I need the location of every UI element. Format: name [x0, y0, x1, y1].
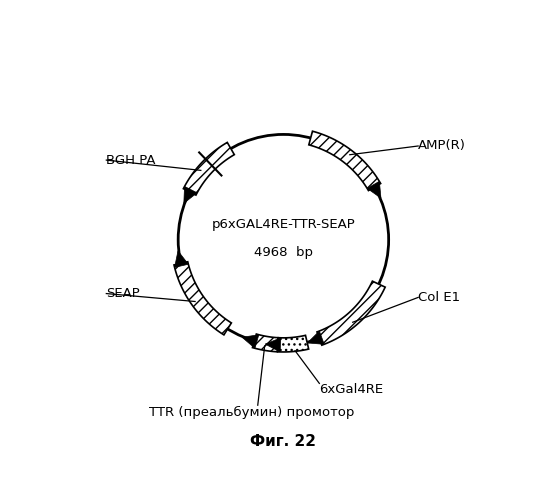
Polygon shape: [253, 334, 278, 352]
Text: TTR (преальбумин) промотор: TTR (преальбумин) промотор: [149, 406, 354, 420]
Text: 6xGal4RE: 6xGal4RE: [319, 384, 383, 396]
Text: Col E1: Col E1: [418, 291, 460, 304]
Polygon shape: [367, 182, 381, 198]
Text: AMP(R): AMP(R): [418, 140, 466, 152]
Text: SEAP: SEAP: [106, 287, 140, 300]
Polygon shape: [309, 131, 380, 190]
Text: BGH PA: BGH PA: [106, 154, 156, 166]
Polygon shape: [265, 338, 281, 352]
Polygon shape: [184, 186, 197, 204]
Text: 4968  bp: 4968 bp: [254, 246, 313, 259]
Text: p6xGAL4RE-TTR-SEAP: p6xGAL4RE-TTR-SEAP: [212, 218, 355, 231]
Polygon shape: [242, 334, 259, 348]
Polygon shape: [174, 262, 231, 335]
Polygon shape: [175, 251, 189, 268]
Polygon shape: [317, 281, 385, 345]
Polygon shape: [184, 142, 234, 195]
Polygon shape: [307, 331, 324, 344]
Polygon shape: [278, 336, 309, 352]
Text: Фиг. 22: Фиг. 22: [251, 434, 316, 448]
